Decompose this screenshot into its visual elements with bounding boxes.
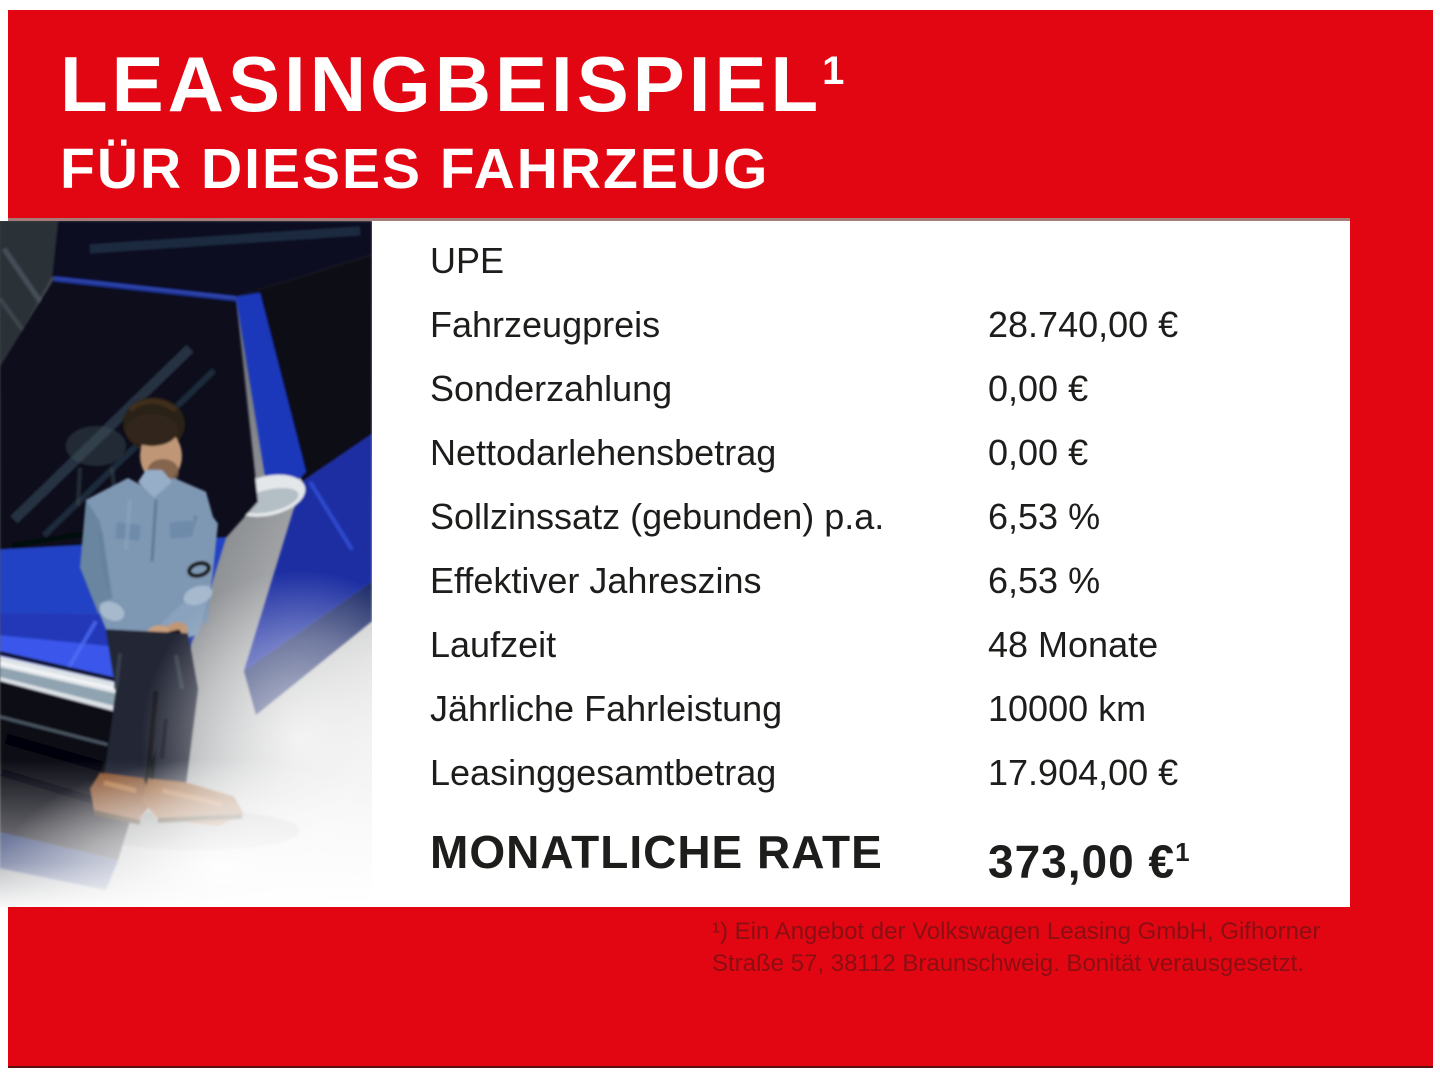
row-label: Effektiver Jahreszins [430,560,762,601]
table-section-row: UPE [430,229,1326,293]
row-label: Sollzinssatz (gebunden) p.a. [430,496,885,537]
footnote-line-1: ¹) Ein Angebot der Volkswagen Leasing Gm… [712,918,1321,945]
page-title-superscript: 1 [822,49,845,93]
row-label: Fahrzeugpreis [430,304,661,345]
row-label: Jährliche Fahrleistung [430,688,783,729]
vehicle-photo-illustration [0,221,372,907]
upe-label: UPE [430,240,505,281]
row-value: 28.740,00 € [988,304,1179,345]
table-row: Nettodarlehensbetrag 0,00 € [430,421,1326,485]
row-label: Sonderzahlung [430,368,673,409]
row-value: 6,53 % [988,496,1101,537]
row-value: 6,53 % [988,560,1101,601]
monthly-rate-superscript: 1 [1175,837,1191,867]
row-value: 48 Monate [988,624,1159,665]
monthly-rate-label: MONATLICHE RATE [430,826,883,878]
footnote: ¹) Ein Angebot der Volkswagen Leasing Gm… [712,916,1320,980]
monthly-rate-row: MONATLICHE RATE 373,00 €1 [430,816,1326,888]
table-row: Leasinggesamtbetrag 17.904,00 € [430,741,1326,805]
row-label: Laufzeit [430,624,557,665]
footnote-line-2: Straße 57, 38112 Braunschweig. Bonität v… [712,950,1304,977]
vehicle-photo [0,221,372,907]
table-row: Sollzinssatz (gebunden) p.a. 6,53 % [430,485,1326,549]
row-label: Nettodarlehensbetrag [430,432,777,473]
leasing-table: UPE Fahrzeugpreis 28.740,00 € Sonderzahl… [430,229,1326,888]
page-title: LEASINGBEISPIEL1 [60,43,845,126]
photo-bottom-fade [0,758,372,907]
page-subtitle: FÜR DIESES FAHRZEUG [60,136,770,201]
row-value: 0,00 € [988,432,1089,473]
monthly-rate-value: 373,00 €1 [988,816,1191,888]
row-value: 0,00 € [988,368,1089,409]
table-row: Sonderzahlung 0,00 € [430,357,1326,421]
row-value: 17.904,00 € [988,752,1179,793]
table-row: Fahrzeugpreis 28.740,00 € [430,293,1326,357]
monthly-rate-amount: 373,00 € [988,835,1176,888]
row-value: 10000 km [988,688,1147,729]
header: LEASINGBEISPIEL1 FÜR DIESES FAHRZEUG [60,43,845,202]
content-panel: UPE Fahrzeugpreis 28.740,00 € Sonderzahl… [0,218,1350,907]
row-label: Leasinggesamtbetrag [430,752,777,793]
red-canvas: LEASINGBEISPIEL1 FÜR DIESES FAHRZEUG [0,10,1433,1068]
table-row: Jährliche Fahrleistung 10000 km [430,677,1326,741]
table-row: Laufzeit 48 Monate [430,613,1326,677]
table-row: Effektiver Jahreszins 6,53 % [430,549,1326,613]
page-title-text: LEASINGBEISPIEL [60,40,823,128]
